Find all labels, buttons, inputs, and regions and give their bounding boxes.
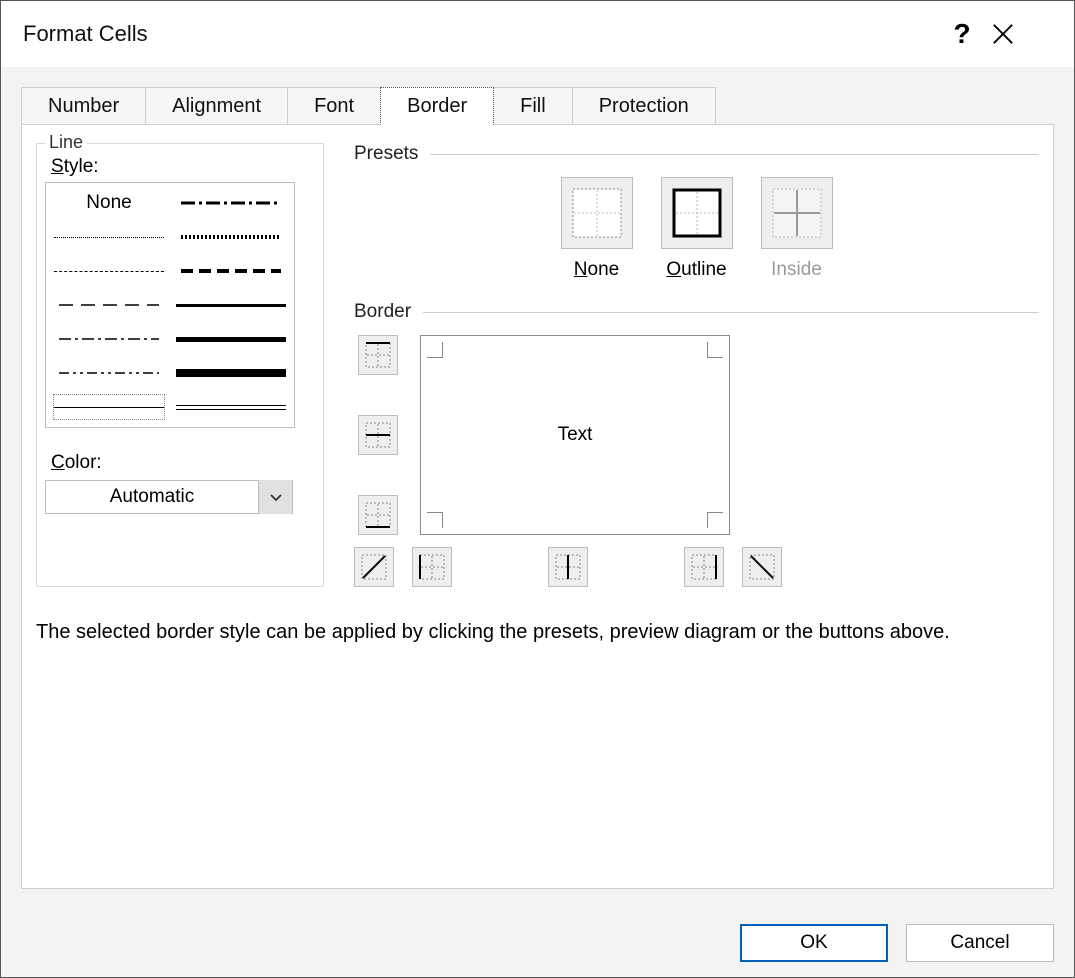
style-dashdotdot[interactable] (54, 361, 164, 385)
corner-marker-tr (707, 342, 723, 358)
style-dotted[interactable] (54, 225, 164, 249)
style-none[interactable]: None (54, 191, 164, 215)
preset-inside-label: Inside (771, 259, 822, 281)
style-solid-thick[interactable] (176, 327, 286, 351)
border-top-button[interactable] (358, 335, 398, 375)
border-right-button[interactable] (684, 547, 724, 587)
style-solid-thin[interactable] (54, 395, 164, 419)
dialog-window: Format Cells ? Number Alignment Font Bor… (0, 0, 1075, 978)
line-group-label: Line (45, 132, 87, 153)
preset-inside-button[interactable] (761, 177, 833, 249)
hint-text: The selected border style can be applied… (36, 617, 1039, 647)
style-solid-med[interactable] (176, 293, 286, 317)
border-right-icon (690, 553, 718, 581)
preview-text: Text (558, 424, 593, 446)
tab-panel-border: Line Style: None (21, 124, 1054, 889)
border-hmiddle-button[interactable] (358, 415, 398, 455)
close-icon (992, 23, 1014, 45)
border-diag-up-button[interactable] (354, 547, 394, 587)
style-dashes[interactable] (54, 259, 164, 283)
color-dropdown-value: Automatic (46, 486, 258, 508)
border-left-icon (418, 553, 446, 581)
ok-button[interactable]: OK (740, 924, 888, 962)
help-button[interactable]: ? (932, 18, 992, 50)
border-diag-down-icon (748, 553, 776, 581)
tab-number[interactable]: Number (21, 87, 146, 125)
border-diag-up-icon (360, 553, 388, 581)
corner-marker-tl (427, 342, 443, 358)
tab-alignment[interactable]: Alignment (145, 87, 288, 125)
border-diag-down-button[interactable] (742, 547, 782, 587)
border-hmiddle-icon (364, 421, 392, 449)
style-solid-xthick[interactable] (176, 361, 286, 385)
dialog-title: Format Cells (23, 21, 148, 47)
presets-label: Presets (354, 143, 418, 165)
preset-none-icon (572, 188, 622, 238)
preset-none-button[interactable] (561, 177, 633, 249)
style-dashwide[interactable] (54, 293, 164, 317)
style-double[interactable] (176, 395, 286, 419)
close-button[interactable] (992, 23, 1052, 45)
border-vmiddle-button[interactable] (548, 547, 588, 587)
tab-protection[interactable]: Protection (572, 87, 716, 125)
cancel-button[interactable]: Cancel (906, 924, 1054, 962)
border-bottom-icon (364, 501, 392, 529)
tab-strip: Number Alignment Font Border Fill Protec… (21, 87, 1054, 125)
border-preview[interactable]: Text (420, 335, 730, 535)
style-label: Style: (51, 156, 315, 178)
border-top-icon (364, 341, 392, 369)
color-label: Color: (51, 452, 315, 474)
preset-outline-icon (672, 188, 722, 238)
preset-inside-icon (772, 188, 822, 238)
presets-header: Presets (354, 143, 1039, 165)
dialog-footer: OK Cancel (1, 909, 1074, 977)
color-dropdown-button[interactable] (258, 480, 292, 514)
corner-marker-br (707, 512, 723, 528)
preset-outline-button[interactable] (661, 177, 733, 249)
border-left-button[interactable] (412, 547, 452, 587)
border-header: Border (354, 301, 1039, 323)
border-label: Border (354, 301, 411, 323)
preset-outline-label: Outline (666, 259, 726, 281)
border-bottom-button[interactable] (358, 495, 398, 535)
tab-font[interactable]: Font (287, 87, 381, 125)
preset-none-label: None (574, 259, 619, 281)
style-grid: None (45, 182, 295, 428)
corner-marker-bl (427, 512, 443, 528)
client-area: Number Alignment Font Border Fill Protec… (1, 67, 1074, 909)
style-dashdot[interactable] (54, 327, 164, 351)
titlebar: Format Cells ? (1, 1, 1074, 67)
tab-fill[interactable]: Fill (493, 87, 573, 125)
line-group: Line Style: None (36, 143, 324, 587)
chevron-down-icon (269, 492, 283, 502)
style-wavyheavy[interactable] (176, 225, 286, 249)
style-dashdotheavy[interactable] (176, 191, 286, 215)
color-dropdown[interactable]: Automatic (45, 480, 293, 514)
style-dashbold[interactable] (176, 259, 286, 283)
tab-border[interactable]: Border (380, 87, 494, 125)
border-vmiddle-icon (554, 553, 582, 581)
